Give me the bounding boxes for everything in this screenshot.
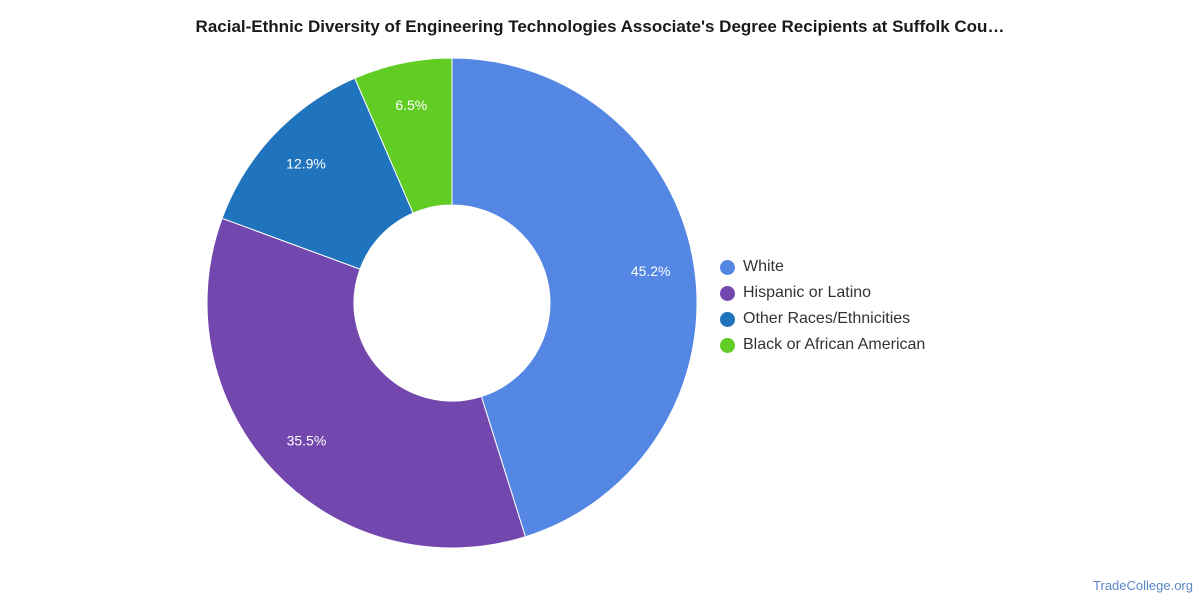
- watermark-link[interactable]: TradeCollege.org: [1093, 578, 1193, 593]
- legend-item-3[interactable]: Black or African American: [720, 332, 925, 358]
- donut-slice-0[interactable]: [451, 57, 698, 538]
- legend-item-0[interactable]: White: [720, 254, 925, 280]
- slice-data-label-1: 35.5%: [287, 432, 327, 448]
- legend-item-2[interactable]: Other Races/Ethnicities: [720, 306, 925, 332]
- legend-label: Hispanic or Latino: [743, 284, 872, 301]
- legend-swatch: [720, 337, 735, 353]
- slice-data-label-2: 12.9%: [286, 156, 326, 172]
- slice-data-label-3: 6.5%: [395, 97, 427, 113]
- chart-title: Racial-Ethnic Diversity of Engineering T…: [195, 17, 1005, 36]
- legend-swatch: [720, 259, 735, 275]
- legend-label: White: [743, 258, 784, 275]
- slice-data-label-0: 45.2%: [631, 263, 671, 279]
- donut-slice-1[interactable]: [206, 217, 527, 549]
- legend-label: Black or African American: [743, 336, 926, 353]
- legend-swatch: [720, 285, 735, 301]
- legend-swatch: [720, 311, 735, 327]
- donut-slice-2[interactable]: [221, 77, 414, 270]
- legend-label: Other Races/Ethnicities: [743, 310, 911, 327]
- legend-item-1[interactable]: Hispanic or Latino: [720, 280, 925, 306]
- chart-legend: White Hispanic or Latino Other Races/Ethni…: [720, 254, 925, 358]
- donut-slice-3[interactable]: [354, 57, 453, 214]
